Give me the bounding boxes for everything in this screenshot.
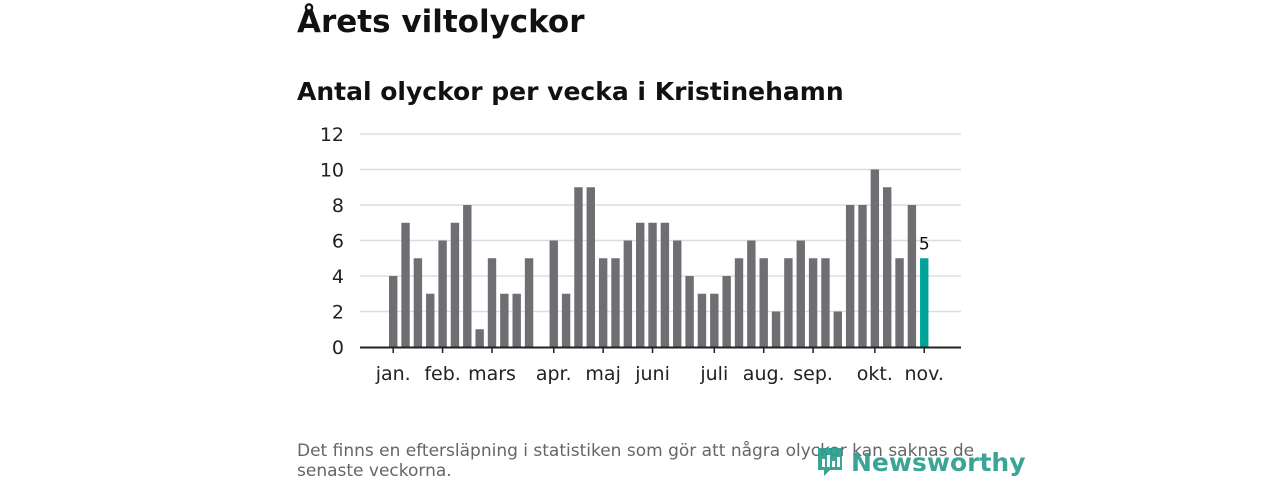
y-tick-label: 6 [332,231,344,253]
bar [500,293,509,347]
x-tick-label: apr. [536,363,572,385]
y-tick-label: 8 [332,195,344,217]
bar [561,293,571,347]
bar [598,258,608,347]
bar [574,187,583,347]
bar [586,187,595,347]
bar [734,258,744,347]
bar [623,240,633,347]
bar [685,276,694,347]
bar [710,293,719,347]
y-tick-label: 0 [332,337,344,359]
bar [808,258,818,347]
x-tick-label: juli [699,363,728,385]
y-tick-label: 4 [332,266,344,288]
y-tick-label: 2 [332,302,344,324]
bar [438,240,447,347]
footnote: Det finns en eftersläpning i statistiken… [297,441,975,481]
bar [660,222,670,347]
bar [771,311,781,347]
bar [784,258,793,347]
bar [636,222,645,347]
bar [759,258,768,347]
bar [426,293,435,347]
bar [833,311,842,347]
x-tick-label: feb. [424,363,460,385]
bar [821,258,830,347]
bar [549,240,558,347]
brand-name: Newsworthy [851,447,1026,477]
x-tick-label: mars [468,363,516,385]
bar [883,187,892,347]
newsworthy-logo-icon [818,448,842,476]
x-tick-label: juni [634,363,670,385]
bar [512,293,521,347]
bar [648,222,657,347]
bar [401,222,410,347]
y-tick-label: 12 [320,124,344,146]
bar [858,205,867,347]
brand-logo[interactable]: Newsworthy [815,446,1026,478]
bar-chart: 0 2 4 6 8 10 12 5 jan. feb. mars apr. maj juni juli aug… [320,124,961,385]
highlight-data-label: 5 [919,234,930,254]
bar [413,258,423,347]
x-tick-label: nov. [905,363,944,385]
bar [895,258,904,347]
page-title: Årets viltolyckor [297,4,585,40]
bar [524,258,534,347]
x-tick-label: aug. [743,363,785,385]
bar [747,240,756,347]
bar [845,205,855,347]
bar-highlight [920,258,929,347]
bar [870,169,880,347]
bar [673,240,682,347]
bar [450,222,460,347]
bar [697,293,707,347]
bar [487,258,497,347]
x-tick-label: sep. [793,363,833,385]
bar [389,276,398,347]
bar [463,205,472,347]
y-tick-label: 10 [320,160,344,182]
x-tick-label: maj [585,363,620,385]
bar [722,276,731,347]
chart-subtitle: Antal olyckor per vecka i Kristinehamn [297,77,844,106]
x-tick-label: jan. [375,363,411,385]
bar [796,240,805,347]
x-tick-label: okt. [857,363,893,385]
bar [475,329,484,347]
bar [907,205,917,347]
bar [611,258,620,347]
